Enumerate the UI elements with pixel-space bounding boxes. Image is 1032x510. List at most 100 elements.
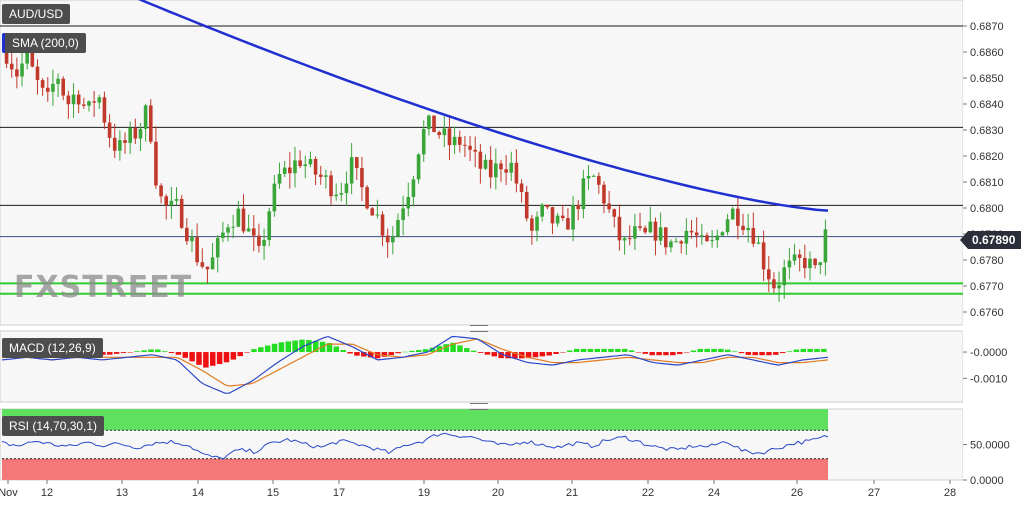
macd-histogram-bar — [175, 352, 182, 355]
candle-body — [391, 236, 395, 243]
candle-body — [478, 151, 483, 169]
macd-histogram-bar — [161, 351, 168, 353]
candle-body — [643, 227, 647, 233]
rsi-tick-label: 50.0000 — [970, 440, 1010, 452]
candle-body — [421, 129, 426, 155]
candle-body — [607, 203, 611, 210]
macd-histogram-bar — [587, 348, 594, 353]
candle-body — [803, 257, 807, 269]
macd-line — [1, 335, 829, 394]
candle-body — [82, 104, 86, 106]
price-tick-label: 0.6780 — [970, 255, 1004, 267]
candle-body — [674, 241, 678, 243]
macd-histogram-bar — [244, 352, 250, 353]
x-tick-label: 26 — [791, 487, 803, 499]
panel-resize-handle-rsi[interactable] — [470, 403, 488, 410]
candle-body — [432, 115, 436, 133]
candle-body — [30, 50, 35, 67]
macd-histogram-bar — [608, 348, 614, 353]
candle-body — [772, 279, 776, 289]
candle-body — [20, 63, 24, 77]
candle-body — [215, 237, 220, 258]
sma-200-line — [137, 0, 829, 212]
macd-histogram-bar — [443, 344, 449, 353]
candle-body — [766, 269, 771, 280]
candle-body — [813, 258, 817, 266]
candle-body — [102, 97, 107, 123]
candle-body — [700, 235, 704, 237]
macd-histogram-bar — [594, 348, 601, 353]
candle-body — [164, 196, 169, 206]
candle-body — [782, 267, 787, 286]
macd-histogram-bar — [107, 352, 113, 355]
macd-histogram-bar — [484, 352, 491, 355]
candle-body — [241, 208, 246, 232]
candle-body — [823, 229, 828, 263]
candle-body — [236, 208, 241, 227]
macd-histogram-bar — [690, 350, 697, 353]
price-tick-label: 0.6820 — [970, 151, 1004, 163]
price-tick-label: 0.6800 — [970, 203, 1004, 215]
candle-body — [447, 128, 452, 146]
candle-body — [560, 215, 565, 219]
macd-histogram-bar — [299, 339, 305, 353]
candle-body — [535, 216, 539, 231]
macd-histogram-bar — [271, 343, 278, 353]
macd-histogram-bar — [422, 349, 429, 353]
macd-histogram-bar — [800, 348, 807, 353]
price-tick-label: 0.6840 — [970, 99, 1004, 111]
candle-body — [401, 208, 405, 220]
panel-resize-handle-macd[interactable] — [470, 325, 488, 332]
x-tick-label: 19 — [418, 487, 430, 499]
candle-body — [519, 183, 524, 192]
candle-body — [339, 193, 344, 195]
candle-body — [221, 232, 225, 238]
candle-body — [736, 208, 740, 226]
candle-body — [612, 209, 617, 217]
candle-body — [494, 163, 498, 178]
candle-body — [179, 198, 184, 228]
candle-body — [427, 115, 431, 130]
candle-body — [288, 167, 292, 174]
candle-body — [411, 179, 416, 198]
x-tick-label: 15 — [267, 487, 279, 499]
candle-body — [262, 239, 266, 246]
candle-body — [638, 226, 642, 228]
candle-body — [76, 94, 81, 105]
macd-histogram-bar — [773, 352, 779, 355]
candle-body — [663, 227, 668, 248]
macd-histogram-bar — [738, 352, 745, 354]
candle-body — [205, 266, 210, 270]
candle-body — [251, 228, 256, 236]
candle-body — [210, 257, 215, 270]
candle-body — [540, 204, 544, 217]
macd-histogram-bar — [388, 352, 395, 356]
candle-body — [56, 78, 60, 84]
watermark-text: FXSTREET — [14, 270, 193, 305]
candle-body — [267, 211, 272, 240]
macd-histogram-bar — [436, 345, 443, 353]
macd-histogram-bar — [477, 352, 484, 353]
macd-histogram-bar — [127, 352, 134, 353]
candle-body — [303, 164, 308, 167]
candle-body — [360, 168, 364, 188]
candle-body — [45, 87, 50, 92]
candle-body — [679, 241, 684, 244]
candle-body — [25, 50, 29, 64]
macd-legend: MACD (12,26,9) — [2, 338, 103, 358]
rsi-line — [1, 432, 829, 460]
macd-histogram-bar — [120, 352, 127, 353]
candle-body — [468, 145, 472, 150]
candle-body — [488, 159, 493, 178]
macd-tick-label: -0.0010 — [970, 373, 1007, 385]
macd-histogram-bar — [697, 348, 704, 353]
candle-body — [463, 144, 467, 146]
macd-histogram-bar — [251, 349, 257, 353]
candle-body — [792, 254, 797, 261]
macd-histogram-bar — [450, 342, 456, 353]
macd-histogram-bar — [779, 352, 786, 354]
macd-histogram-bar — [649, 352, 655, 356]
candle-body — [442, 128, 447, 136]
candle-body — [818, 262, 823, 266]
